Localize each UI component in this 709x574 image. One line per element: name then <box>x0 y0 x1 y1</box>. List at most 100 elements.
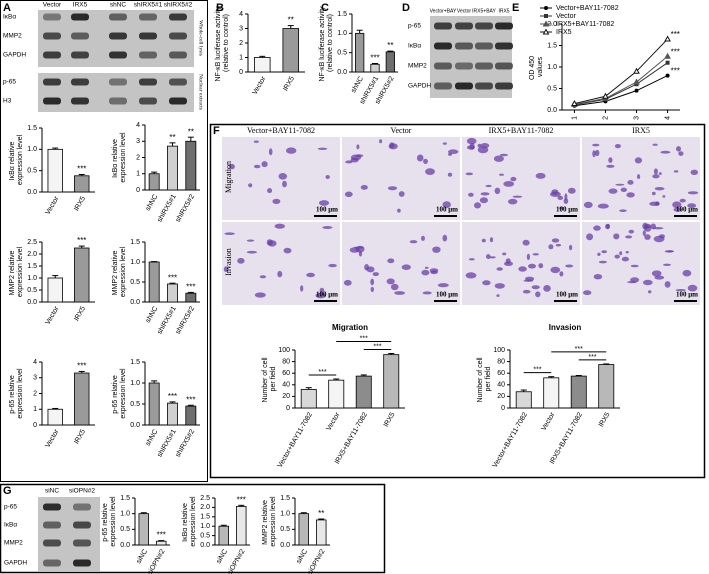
y-tick-label: 0.0 <box>120 542 130 549</box>
cell <box>350 154 362 161</box>
cell <box>660 150 671 154</box>
label-line: NF-κB luciferase activity <box>215 4 222 81</box>
label-line: expression level <box>17 368 24 419</box>
y-tick-label: 1.5 <box>130 239 140 246</box>
cell <box>401 264 411 271</box>
x-tick-label: siOPN#2 <box>307 548 327 574</box>
band <box>434 62 452 70</box>
x-tick-label: 2 <box>602 116 609 120</box>
cell <box>662 195 666 198</box>
y-tick-label: 1 <box>136 171 140 178</box>
y-tick-label: 1.5 <box>120 495 130 502</box>
y-axis-label: IκBα relative expression level <box>112 132 127 183</box>
cell <box>394 291 405 295</box>
scale-label: 100 μm <box>316 291 338 299</box>
y-tick-label: 0.0 <box>27 189 37 196</box>
cell <box>625 235 633 239</box>
bar <box>355 375 372 409</box>
cell <box>429 268 439 273</box>
row-label: GAPDH <box>3 52 26 59</box>
cell <box>325 175 330 179</box>
cell <box>494 283 505 289</box>
panel-label: D <box>402 2 410 14</box>
cell <box>526 253 531 260</box>
significance: *** <box>318 369 326 376</box>
cell <box>565 264 574 268</box>
cell <box>676 146 681 152</box>
cell <box>267 188 273 194</box>
cell <box>442 142 447 145</box>
chart-title: Migration <box>332 323 368 332</box>
cell <box>468 258 475 261</box>
y-tick-label: 80 <box>497 358 505 365</box>
y-tick-label: 1.5 <box>547 42 557 49</box>
y-axis-label: Number of cell per field <box>262 355 277 402</box>
bar <box>282 28 299 73</box>
cell <box>496 267 503 271</box>
cell <box>283 247 292 254</box>
cell <box>687 284 698 292</box>
cell <box>387 186 398 191</box>
y-tick-label: 0.5 <box>280 526 290 533</box>
y-tick-label: 0.5 <box>120 526 130 533</box>
y-tick-label: 0.5 <box>130 279 140 286</box>
band <box>73 503 91 511</box>
cell <box>442 234 448 242</box>
y-tick-label: 1.0 <box>120 511 130 518</box>
x-tick-label: shIRX5#2 <box>175 305 196 335</box>
y-tick-label: 2 <box>33 390 37 397</box>
x-tick-label: Vector+BAY11-7082 <box>492 411 529 469</box>
cell <box>465 272 477 279</box>
cell <box>254 164 261 169</box>
cell <box>343 279 352 286</box>
cell <box>655 201 660 206</box>
cell <box>425 168 435 176</box>
point <box>571 100 578 107</box>
legend-marker <box>544 14 548 18</box>
y-tick-label: 0.0 <box>547 107 557 114</box>
cell <box>627 180 634 185</box>
cell <box>664 281 671 288</box>
row-label: p-65 <box>3 79 16 86</box>
bar <box>383 354 400 409</box>
band <box>43 51 61 59</box>
x-tick-label: siNC <box>135 548 149 565</box>
blot-image <box>38 73 194 112</box>
band <box>139 13 157 21</box>
band <box>434 82 452 90</box>
band <box>73 539 91 547</box>
label-line: Number of cell <box>477 355 484 402</box>
cell <box>563 198 569 204</box>
band <box>71 51 89 59</box>
cell <box>626 192 635 198</box>
row-label: p-65 <box>408 23 421 30</box>
band <box>71 32 89 40</box>
y-axis-label: NF-κB luciferase activity (relative to c… <box>319 4 334 81</box>
lane-label: IRX5 <box>498 8 509 14</box>
scale-label: 100 μm <box>556 206 578 214</box>
band <box>139 78 157 86</box>
bar <box>598 364 615 409</box>
cell <box>586 233 594 241</box>
cell <box>535 291 541 298</box>
bar <box>300 389 317 409</box>
y-tick-label: 0.5 <box>27 168 37 175</box>
bar <box>316 519 327 546</box>
x-tick-label: shIRX5#2 <box>175 193 196 223</box>
label-line: expression level <box>110 496 117 547</box>
band <box>43 559 61 567</box>
y-tick-label: 0 <box>239 69 243 76</box>
cell <box>583 201 593 209</box>
band <box>109 32 127 40</box>
significance: *** <box>186 395 195 404</box>
cell <box>229 163 235 170</box>
bar <box>236 506 247 546</box>
cell <box>522 239 530 246</box>
y-tick-label: 2.0 <box>547 21 557 28</box>
label-line: OD 450 <box>529 54 536 80</box>
cell <box>528 263 536 269</box>
y-tick-label: 0.5 <box>27 287 37 294</box>
y-tick-label: 1.0 <box>27 146 37 153</box>
y-axis-label: NF-κB luciferase activity (relative to c… <box>215 4 230 81</box>
label-line: (relative to control) <box>327 14 334 72</box>
